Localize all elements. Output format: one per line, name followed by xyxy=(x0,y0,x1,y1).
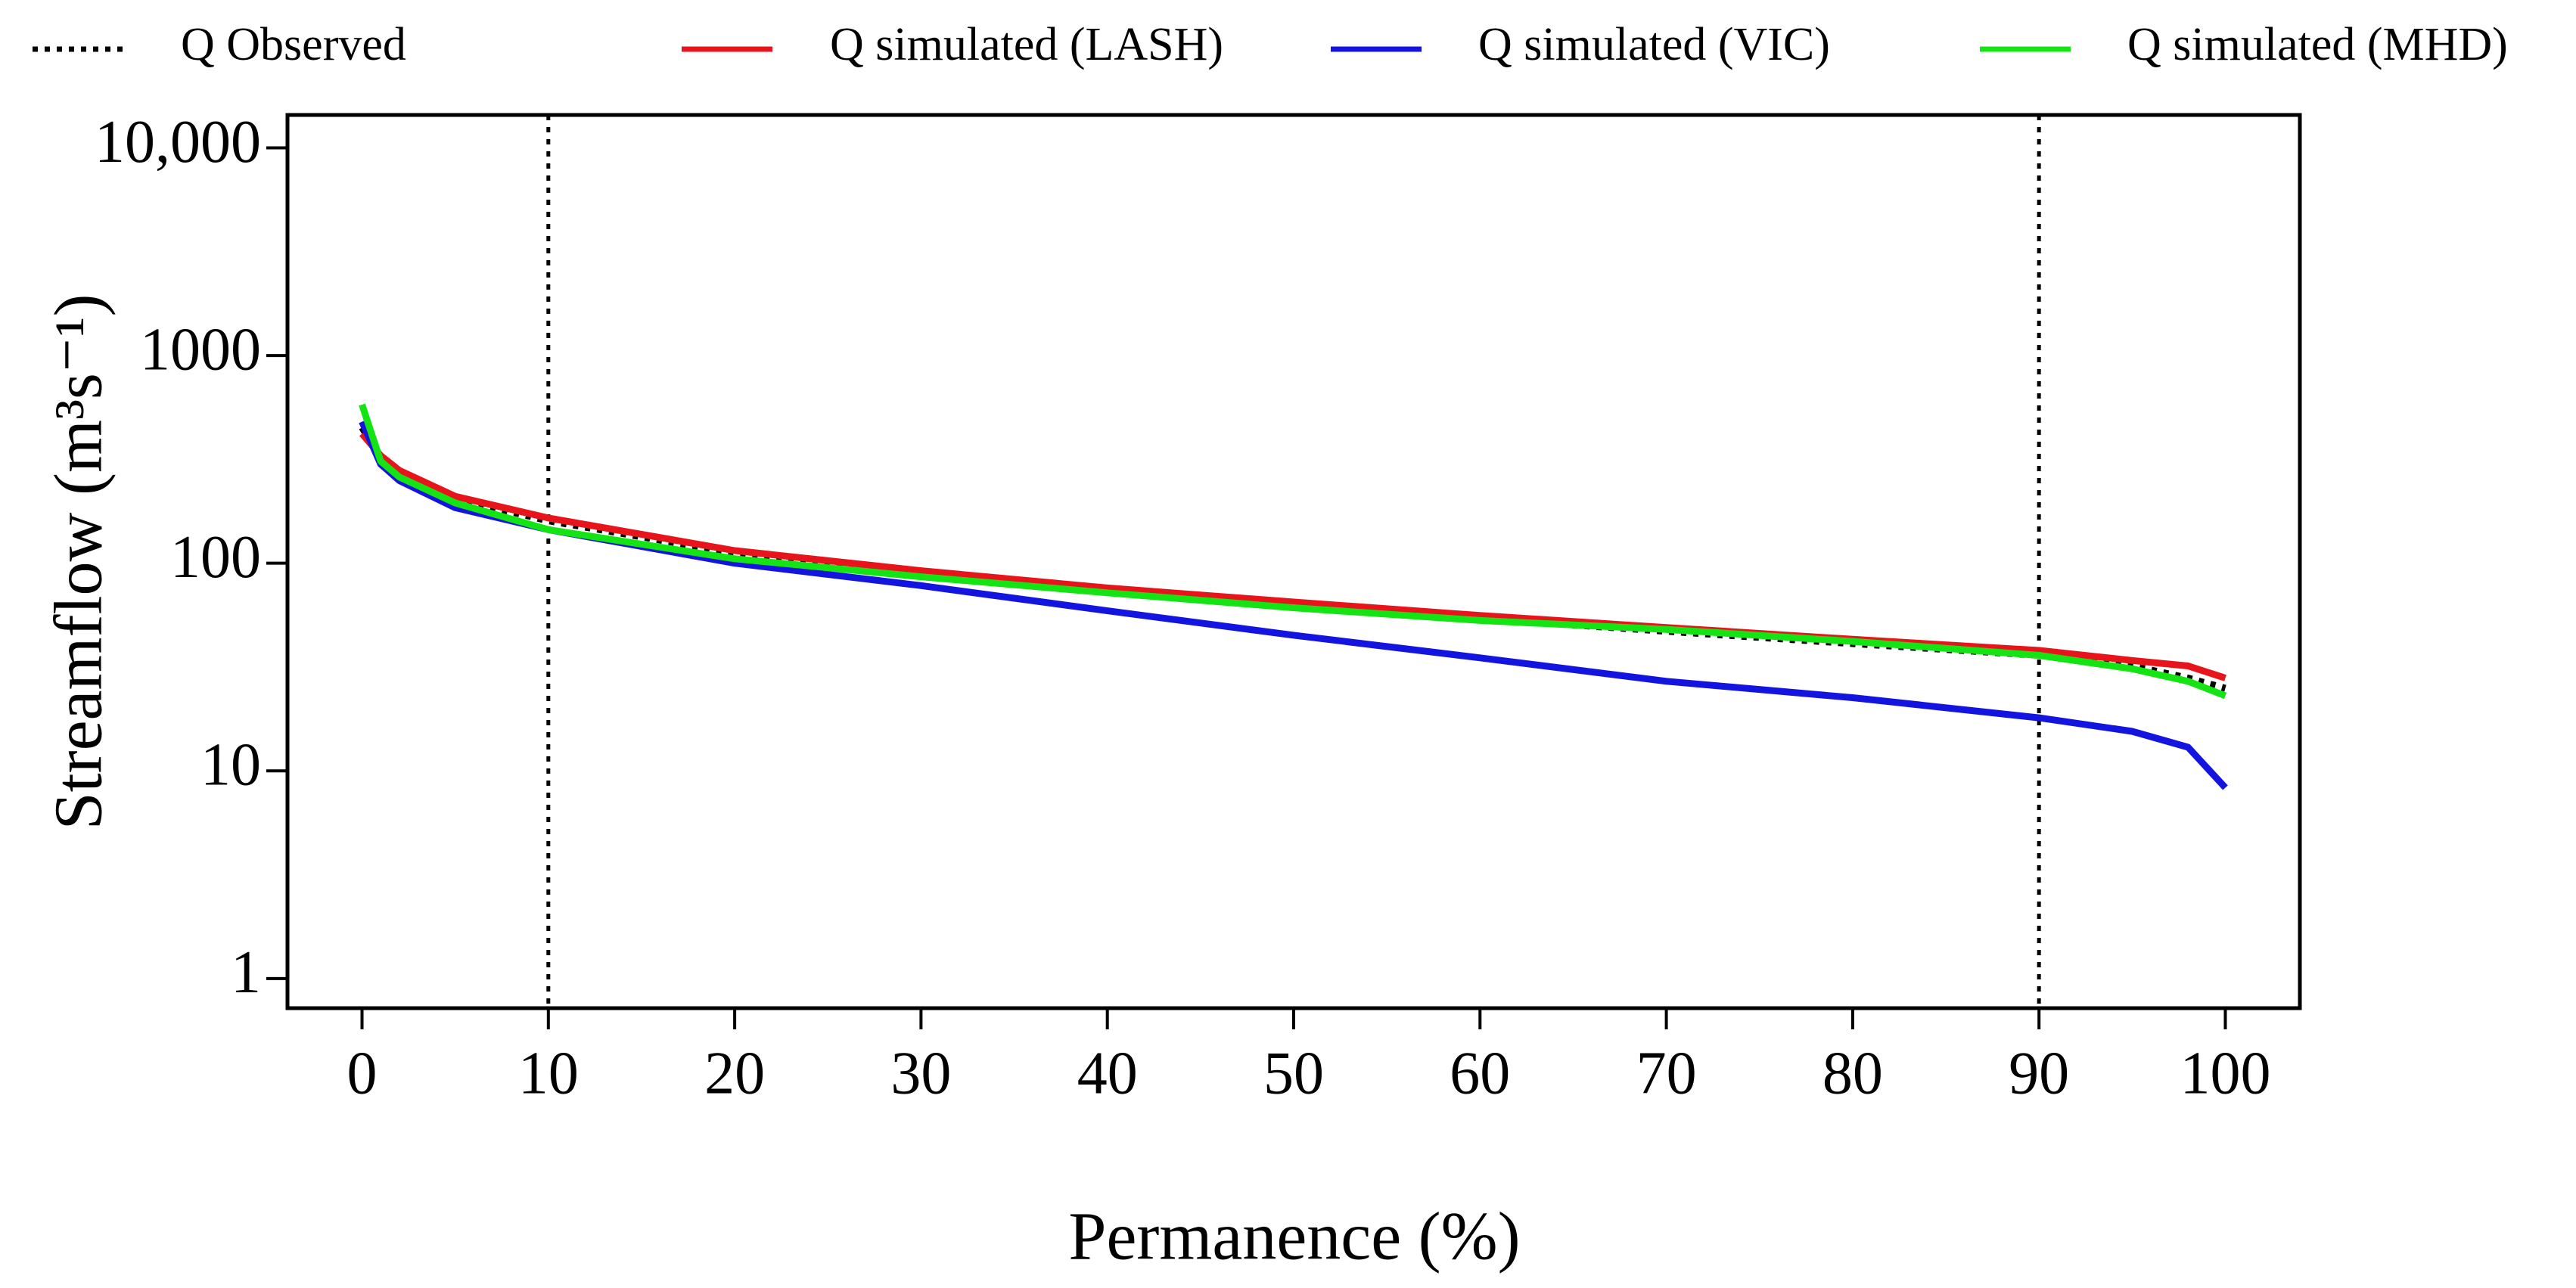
x-tick-label: 30 xyxy=(890,1040,951,1106)
x-tick-label: 70 xyxy=(1636,1040,1697,1106)
legend-label: Q simulated (VIC) xyxy=(1478,19,1830,70)
x-tick-label: 60 xyxy=(1450,1040,1510,1106)
x-tick-label: 0 xyxy=(347,1040,378,1106)
x-tick-label: 10 xyxy=(518,1040,579,1106)
y-tick-label: 10 xyxy=(200,732,261,799)
y-tick-label: 100 xyxy=(170,524,261,591)
x-tick-label: 90 xyxy=(2009,1040,2069,1106)
x-tick-label: 40 xyxy=(1077,1040,1138,1106)
series-line xyxy=(359,431,2226,681)
y-axis-title: Streamflow (m³s⁻¹) xyxy=(42,294,117,830)
x-axis-title: Permanence (%) xyxy=(1068,1200,1520,1274)
x-tick-label: 80 xyxy=(1822,1040,1883,1106)
series-line xyxy=(359,403,2227,700)
y-tick-label: 1000 xyxy=(140,316,261,383)
x-tick-label: 20 xyxy=(704,1040,765,1106)
legend-label: Q Observed xyxy=(181,19,406,70)
series-line xyxy=(359,420,2228,790)
x-tick-label: 100 xyxy=(2180,1040,2270,1106)
x-tick-label: 50 xyxy=(1263,1040,1324,1106)
legend-label: Q simulated (LASH) xyxy=(830,19,1223,70)
y-tick-label: 10,000 xyxy=(95,109,261,175)
y-tick-label: 1 xyxy=(231,939,261,1006)
plot-frame xyxy=(285,113,2302,1010)
legend-label: Q simulated (MHD) xyxy=(2127,19,2508,70)
